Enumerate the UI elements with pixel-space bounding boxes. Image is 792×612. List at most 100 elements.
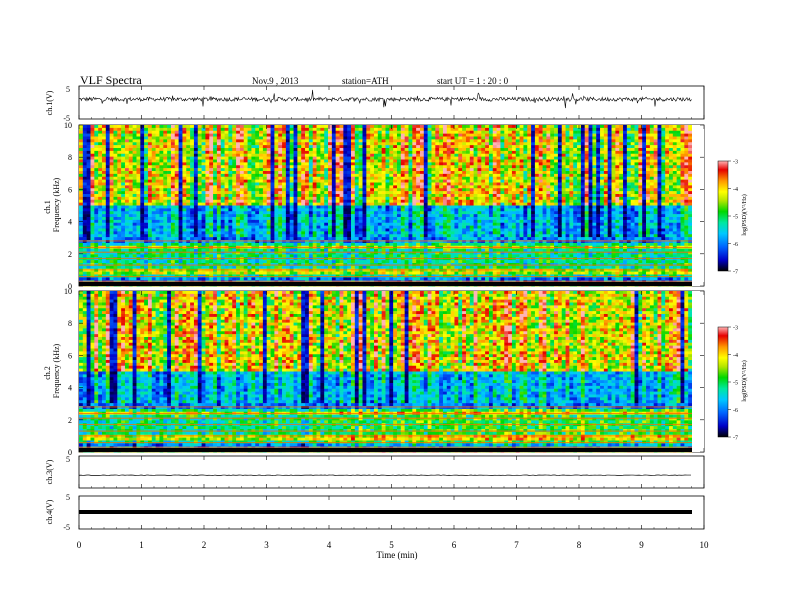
spectrogram-cell (289, 280, 294, 284)
spectrogram-cell (105, 277, 110, 281)
spectrogram-cell (393, 168, 398, 172)
spectrogram-cell (381, 188, 386, 192)
spectrogram-cell (282, 208, 287, 212)
spectrogram-cell (358, 171, 363, 175)
spectrogram-cell (385, 196, 390, 201)
spectrogram-cell (132, 150, 137, 155)
spectrogram-cell (335, 185, 340, 189)
spectrogram-cell (86, 234, 91, 238)
spectrogram-cell (393, 150, 398, 155)
spectrogram-cell (201, 171, 206, 175)
spectrogram-cell (408, 150, 413, 155)
spectrogram-cell (109, 222, 114, 226)
spectrogram-cell (324, 217, 329, 221)
spectrogram-cell (232, 125, 237, 129)
spectrogram-cell (293, 217, 298, 221)
spectrogram-cell (362, 185, 367, 189)
spectrogram-cell (140, 127, 145, 132)
spectrogram-cell (117, 222, 122, 226)
spectrogram-cell (339, 265, 344, 270)
spectrogram-cell (109, 199, 114, 203)
spectrogram-cell (228, 242, 233, 247)
spectrogram-cell (393, 145, 398, 149)
spectrogram-cell (190, 165, 195, 169)
spectrogram-cell (408, 159, 413, 163)
spectrogram-cell (259, 194, 264, 198)
spectrogram-cell (293, 168, 298, 172)
spectrogram-cell (285, 268, 291, 272)
spectrogram-cell (105, 156, 110, 160)
spectrogram-cell (113, 165, 118, 169)
spectrogram-cell (205, 225, 210, 229)
spectrogram-cell (393, 242, 398, 247)
spectrogram-cell (305, 179, 310, 183)
spectrogram-cell (209, 240, 214, 244)
spectrogram-cell (408, 219, 413, 224)
spectrogram-cell (301, 130, 306, 134)
spectrogram-cell (251, 240, 256, 244)
spectrogram-cell (197, 234, 202, 238)
spectrogram-cell (328, 199, 333, 203)
spectrogram-cell (404, 277, 409, 281)
spectrogram-cell (270, 263, 275, 267)
spectrogram-cell (79, 148, 84, 152)
spectrogram-cell (243, 240, 248, 244)
spectrogram-cell (224, 182, 229, 186)
spectrogram-cell (163, 231, 168, 235)
spectrogram-cell (236, 185, 241, 189)
spectrogram-cell (370, 237, 375, 241)
spectrogram-cell (366, 127, 371, 132)
spectrogram-cell (308, 260, 314, 264)
spectrogram-cell (366, 211, 371, 215)
spectrogram-cell (178, 263, 183, 267)
spectrogram-cell (305, 148, 310, 152)
spectrogram-cell (362, 162, 367, 166)
spectrogram-cell (297, 148, 302, 152)
spectrogram-cell (174, 191, 179, 195)
spectrogram-cell (105, 254, 110, 258)
spectrogram-cell (98, 228, 103, 232)
spectrogram-cell (216, 185, 222, 189)
spectrogram-cell (174, 153, 179, 157)
spectrogram-cell (328, 251, 333, 255)
spectrogram-cell (186, 196, 191, 201)
spectrogram-cell (285, 265, 291, 270)
spectrogram-cell (209, 248, 214, 252)
spectrogram-cell (339, 145, 344, 149)
spectrogram-cell (266, 277, 271, 281)
spectrogram-cell (213, 219, 218, 224)
spectrogram-cell (128, 165, 133, 169)
spectrogram-cell (190, 265, 195, 270)
spectrogram-cell (339, 231, 344, 235)
spectrogram-cell (389, 234, 394, 238)
spectrogram-cell (213, 205, 218, 209)
spectrogram-cell (155, 153, 160, 157)
spectrogram-cell (389, 248, 394, 252)
spectrogram-cell (213, 225, 218, 229)
spectrogram-cell (389, 225, 394, 229)
spectrogram-cell (243, 196, 248, 201)
spectrogram-cell (320, 219, 325, 224)
spectrogram-cell (412, 191, 417, 195)
spectrogram-cell (105, 242, 110, 247)
spectrogram-cell (94, 165, 99, 169)
spectrogram-cell (316, 171, 321, 175)
spectrogram-cell (147, 208, 153, 212)
spectrogram-cell (147, 148, 153, 152)
spectrogram-cell (354, 242, 359, 247)
spectrogram-cell (385, 211, 390, 215)
spectrogram-cell (163, 254, 168, 258)
spectrogram-cell (408, 234, 413, 238)
spectrogram-cell (331, 222, 336, 226)
spectrogram-cell (259, 142, 264, 146)
spectrogram-cell (128, 171, 133, 175)
spectrogram-cell (270, 179, 275, 183)
spectrogram-cell (182, 251, 187, 255)
spectrogram-cell (224, 263, 229, 267)
spectrogram-cell (308, 248, 314, 252)
spectrogram-cell (147, 153, 153, 157)
spectrogram-cell (389, 191, 394, 195)
spectrogram-cell (105, 125, 110, 129)
spectrogram-cell (404, 280, 409, 284)
spectrogram-cell (117, 145, 122, 149)
